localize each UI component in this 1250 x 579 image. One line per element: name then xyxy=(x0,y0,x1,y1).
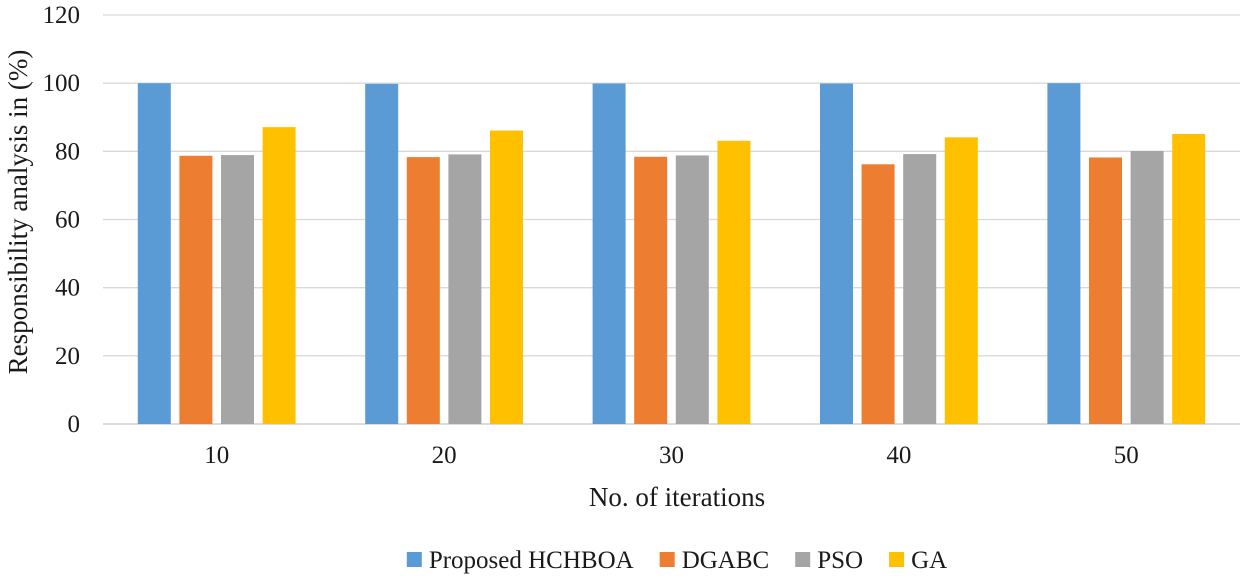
legend-label: DGABC xyxy=(682,547,770,574)
bars xyxy=(137,83,1206,425)
bar-proposed-hchboa-50 xyxy=(1047,83,1081,425)
x-tick-label: 50 xyxy=(1114,442,1139,469)
bar-proposed-hchboa-10 xyxy=(137,83,171,425)
legend-swatch xyxy=(406,552,422,567)
legend-label: PSO xyxy=(817,547,863,574)
x-tick-label: 10 xyxy=(204,442,229,469)
x-tick-label: 40 xyxy=(886,442,911,469)
bar-pso-20 xyxy=(448,154,482,425)
bar-pso-30 xyxy=(675,155,709,424)
legend-swatch xyxy=(795,552,811,567)
x-tick-label: 30 xyxy=(659,442,684,469)
y-tick-label: 120 xyxy=(43,2,81,29)
y-axis-ticks: 0 20 40 60 80 100 120 xyxy=(43,2,81,438)
legend: Proposed HCHBOA DGABC PSO GA xyxy=(406,547,947,574)
legend-label: Proposed HCHBOA xyxy=(429,547,634,574)
bar-pso-10 xyxy=(221,155,254,424)
legend-label: GA xyxy=(911,547,947,574)
legend-swatch xyxy=(659,552,675,567)
x-axis-ticks: 10 20 30 40 50 xyxy=(204,442,1139,469)
y-tick-label: 40 xyxy=(55,275,80,302)
bar-dgabc-20 xyxy=(406,157,440,424)
bar-dgabc-30 xyxy=(634,156,668,424)
bar-proposed-hchboa-20 xyxy=(365,83,399,425)
bar-ga-40 xyxy=(944,137,978,424)
y-tick-label: 80 xyxy=(55,138,80,165)
bar-proposed-hchboa-40 xyxy=(820,83,853,424)
bar-ga-20 xyxy=(490,130,523,425)
bar-pso-50 xyxy=(1130,150,1164,424)
bar-dgabc-10 xyxy=(179,155,213,424)
x-axis-title: No. of iterations xyxy=(589,482,765,512)
y-tick-label: 60 xyxy=(55,207,80,234)
legend-swatch xyxy=(889,552,905,567)
bar-dgabc-40 xyxy=(861,164,895,424)
x-tick-label: 20 xyxy=(432,442,457,469)
y-tick-label: 20 xyxy=(55,343,80,370)
bar-proposed-hchboa-30 xyxy=(592,83,626,424)
bar-ga-50 xyxy=(1172,133,1206,424)
bar-ga-30 xyxy=(717,140,751,424)
y-axis-title: Responsibility analysis in (%) xyxy=(3,50,33,375)
y-tick-label: 100 xyxy=(43,70,81,97)
bar-pso-40 xyxy=(903,154,937,424)
bar-dgabc-50 xyxy=(1089,157,1122,425)
y-tick-label: 0 xyxy=(68,411,81,438)
bar-ga-10 xyxy=(262,127,296,425)
